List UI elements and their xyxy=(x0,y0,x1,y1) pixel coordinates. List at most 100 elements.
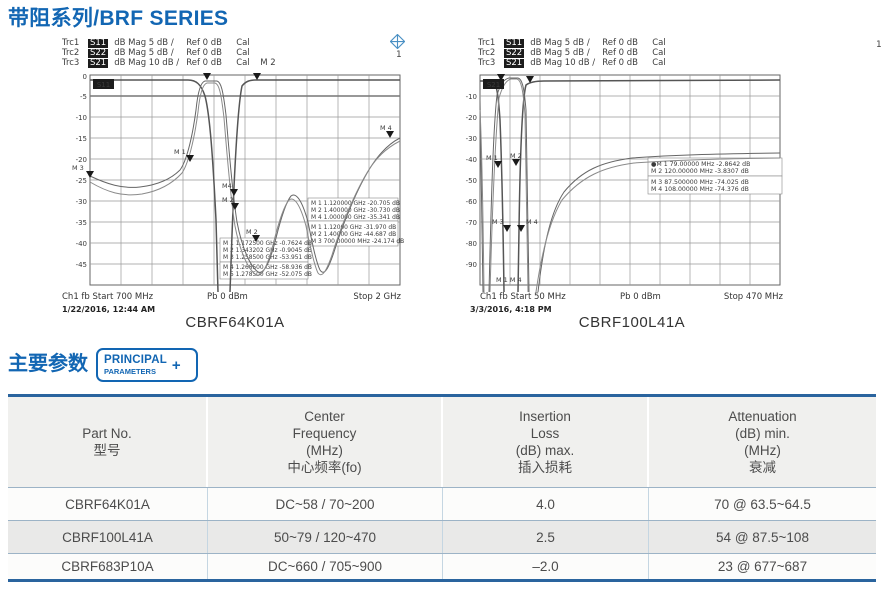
svg-text:M 2 1.400000 GHz -30.730 dB: M 2 1.400000 GHz -30.730 dB xyxy=(311,208,400,214)
plus-icon: + xyxy=(171,356,181,374)
trace-ref: Ref 0 dB xyxy=(602,48,639,58)
svg-text:-30: -30 xyxy=(466,135,477,143)
screen-number: 1 xyxy=(396,50,402,60)
y-axis-ticks: 0 -5 -10 -15 -20 -25 -30 -35 -40 -45 xyxy=(76,73,87,269)
trace-ref: Ref 0 dB xyxy=(602,58,639,68)
trace-cal: Cal xyxy=(236,58,250,68)
table-header-row: Part No. 型号 Center Frequency (MHz) 中心频率(… xyxy=(8,397,876,487)
svg-text:M 4 1.268500 GHz -58.936 dB: M 4 1.268500 GHz -58.936 dB xyxy=(223,265,312,271)
cell-attenuation: 70 @ 63.5~64.5 xyxy=(714,496,811,512)
trace-name: Trc1 xyxy=(478,38,496,48)
badge-line2: PARAMETERS xyxy=(104,366,156,376)
section-heading: 主要参数 xyxy=(8,353,88,375)
svg-text:M 3 700.00000 MHz -24.174 dB: M 3 700.00000 MHz -24.174 dB xyxy=(311,239,404,245)
trace-row: Trc3 S21 dB Mag 10 dB / Ref 0 dB Cal M 2 xyxy=(62,58,408,68)
svg-text:M 4 1.000000 GHz -35.341 dB: M 4 1.000000 GHz -35.341 dB xyxy=(311,215,400,221)
header-part-no: Part No. 型号 xyxy=(8,397,208,487)
trace-cal: Cal xyxy=(652,58,666,68)
header-insertion-loss: Insertion Loss (dB) max. 插入损耗 xyxy=(443,397,649,487)
trace-scale: dB Mag 5 dB / xyxy=(114,38,174,48)
trace-scale: dB Mag 5 dB / xyxy=(114,48,174,58)
svg-text:M 2: M 2 xyxy=(510,152,522,160)
trace-name: Trc1 xyxy=(62,38,80,48)
marker-triangle xyxy=(186,155,194,162)
marker-readout-right: M 1 1.120000 GHz -20.705 dB M 2 1.400000… xyxy=(307,197,404,247)
plot-markers: M 3 M 1 M4 M 2 M 2 M 4 xyxy=(72,73,394,242)
header-center-frequency: Center Frequency (MHz) 中心频率(fo) xyxy=(208,397,443,487)
trace-s11 xyxy=(89,80,401,273)
sparam-badge: S21 xyxy=(88,57,109,68)
trace-scale: dB Mag 5 dB / xyxy=(530,38,590,48)
cell-part-no: CBRF683P10A xyxy=(8,554,208,579)
trace-cal: Cal xyxy=(652,38,666,48)
sparam-badge: S21 xyxy=(504,57,525,68)
trace-ref: Ref 0 dB xyxy=(186,48,223,58)
trace-scale: dB Mag 5 dB / xyxy=(530,48,590,58)
svg-text:M 3 1.258500 GHz -53.951 dB: M 3 1.258500 GHz -53.951 dB xyxy=(223,255,312,261)
plot-markers: M 1 M 2 M 3 M 4 M 1 M 4 xyxy=(486,74,538,284)
trace-s22 xyxy=(479,78,781,292)
svg-text:M 2: M 2 xyxy=(246,228,258,236)
cell-attenuation: 54 @ 87.5~108 xyxy=(716,529,809,545)
marker-triangle xyxy=(231,203,239,210)
trace-row: Trc2 S22 dB Mag 5 dB / Ref 0 dB Cal xyxy=(62,48,408,58)
marker-readout-bottom: M 1 1.172500 GHz -0.7624 dB M 2 1.343202… xyxy=(219,237,312,280)
trace-row: Trc3 S21 dB Mag 10 dB / Ref 0 dB Cal xyxy=(478,58,882,68)
sweep-power: Pb 0 dBm xyxy=(620,292,661,302)
cell-insertion-loss: –2.0 xyxy=(443,554,649,579)
sweep-start: Ch1 fb Start 50 MHz xyxy=(480,292,566,302)
svg-text:M 1: M 1 xyxy=(486,154,498,162)
active-trace-badge: S21 xyxy=(483,79,504,89)
marker-triangle xyxy=(517,225,525,232)
table-row: CBRF64K01A DC~58 / 70~200 4.0 70 @ 63.5~… xyxy=(8,487,876,520)
trace-name: Trc3 xyxy=(62,58,80,68)
sweep-power: Pb 0 dBm xyxy=(207,292,248,302)
marker-triangle xyxy=(526,76,534,83)
svg-text:-40: -40 xyxy=(76,240,87,248)
timestamp: 1/22/2016, 12:44 AM xyxy=(62,305,156,314)
svg-text:-90: -90 xyxy=(466,261,477,269)
marker-triangle xyxy=(230,189,238,196)
svg-text:-20: -20 xyxy=(466,114,477,122)
svg-text:M 1: M 1 xyxy=(174,148,186,156)
trace-cal: Cal xyxy=(236,48,250,58)
trace-scale: dB Mag 10 dB / xyxy=(530,58,596,68)
vna-screenshot-cbrf100l41a: Trc1 S11 dB Mag 5 dB / Ref 0 dB Cal Trc2… xyxy=(452,38,882,314)
trace-row: Trc2 S22 dB Mag 5 dB / Ref 0 dB Cal xyxy=(478,48,882,58)
sweep-stop: Stop 2 GHz xyxy=(353,292,401,302)
chart-caption-cbrf100l41a: CBRF100L41A xyxy=(578,314,686,331)
svg-text:S21: S21 xyxy=(487,81,500,89)
trace-row: Trc1 S11 dB Mag 5 dB / Ref 0 dB Cal xyxy=(62,38,408,48)
svg-text:S11: S11 xyxy=(97,81,110,89)
table-row: CBRF683P10A DC~660 / 705~900 –2.0 23 @ 6… xyxy=(8,553,876,579)
active-trace-badge: S11 xyxy=(93,79,114,89)
svg-text:M 5 1.278500 GHz -52.075 dB: M 5 1.278500 GHz -52.075 dB xyxy=(223,272,312,278)
badge-text: PRINCIPAL PARAMETERS xyxy=(104,354,167,376)
svg-text:0: 0 xyxy=(83,73,87,81)
cell-center-frequency: DC~660 / 705~900 xyxy=(208,554,443,579)
svg-text:M 1 M 4: M 1 M 4 xyxy=(496,276,522,284)
sparam-badge: S22 xyxy=(504,47,525,58)
trace-legend: Trc1 S11 dB Mag 5 dB / Ref 0 dB Cal Trc2… xyxy=(62,38,408,68)
marker-triangle xyxy=(512,159,520,166)
y-axis-ticks: -10 -20 -30 -40 -50 -60 -70 -80 -90 xyxy=(466,93,477,269)
svg-text:-15: -15 xyxy=(76,135,87,143)
trace-marker: M 2 xyxy=(260,58,276,68)
svg-text:-10: -10 xyxy=(466,93,477,101)
svg-text:-30: -30 xyxy=(76,198,87,206)
marker-triangle xyxy=(203,73,211,80)
marker-triangle xyxy=(497,74,505,81)
svg-text:M 1 1.12000 GHz -31.970 dB: M 1 1.12000 GHz -31.970 dB xyxy=(311,225,396,231)
badge-line1: PRINCIPAL xyxy=(104,354,167,366)
svg-text:-80: -80 xyxy=(466,240,477,248)
sweep-footer: Ch1 fb Start 700 MHz Pb 0 dBm Stop 2 GHz xyxy=(62,292,408,303)
vna-plot-cbrf100l41a: -10 -20 -30 -40 -50 -60 -70 -80 -90 ●M 1… xyxy=(466,74,783,292)
sweep-footer: Ch1 fb Start 50 MHz Pb 0 dBm Stop 470 MH… xyxy=(452,292,882,303)
trace-name: Trc2 xyxy=(62,48,80,58)
marker-triangle xyxy=(503,225,511,232)
svg-text:●M 1 79.00000 MHz -2.8642 d: ●M 1 79.00000 MHz -2.8642 dB xyxy=(651,161,750,168)
sparam-badge: S22 xyxy=(88,47,109,58)
marker-triangle xyxy=(86,171,94,178)
trace-ref: Ref 0 dB xyxy=(602,38,639,48)
